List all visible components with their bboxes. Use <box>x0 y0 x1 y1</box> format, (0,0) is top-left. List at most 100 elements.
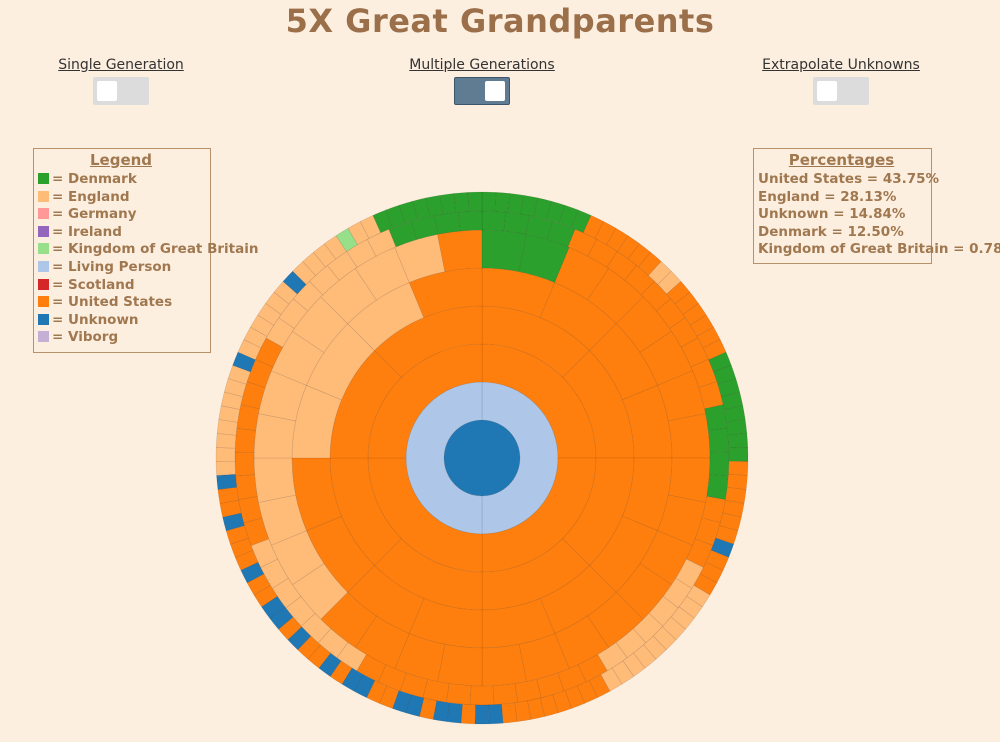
sunburst-segment-england[interactable] <box>675 558 704 589</box>
sunburst-segment-england[interactable] <box>260 558 289 589</box>
sunburst-segment-england[interactable] <box>227 364 251 385</box>
sunburst-segment-denmark[interactable] <box>727 433 749 449</box>
sunburst-segment-united-states[interactable] <box>589 323 658 401</box>
sunburst-segment-denmark[interactable] <box>507 193 525 215</box>
sunburst-segment-united-states[interactable] <box>246 358 274 388</box>
sunburst-segment-england[interactable] <box>237 339 262 361</box>
sunburst-segment-denmark[interactable] <box>372 209 394 234</box>
sunburst-segment-united-states[interactable] <box>234 427 256 453</box>
sunburst-segment-denmark[interactable] <box>720 391 744 410</box>
sunburst-segment-england[interactable] <box>300 612 332 644</box>
sunburst-segment-denmark[interactable] <box>388 220 418 248</box>
sunburst-segment-united-states[interactable] <box>690 358 718 388</box>
sunburst-segment-united-states[interactable] <box>481 643 527 687</box>
sunburst-segment-united-states[interactable] <box>667 457 711 503</box>
sunburst-segment-united-states[interactable] <box>693 573 718 596</box>
sunburst-segment-denmark[interactable] <box>481 210 507 232</box>
sunburst-segment-united-states[interactable] <box>639 330 694 386</box>
sunburst-segment-denmark[interactable] <box>533 197 552 220</box>
sunburst-segment-england[interactable] <box>320 268 377 325</box>
sunburst-segment-england[interactable] <box>366 228 397 257</box>
sunburst-segment-england[interactable] <box>215 447 236 462</box>
sunburst-segment-denmark[interactable] <box>481 229 527 273</box>
sunburst-segment-england[interactable] <box>647 261 672 285</box>
sunburst-segment-united-states[interactable] <box>374 305 483 378</box>
sunburst-segment-unknown[interactable] <box>216 473 238 490</box>
sunburst-segment-unknown[interactable] <box>269 606 294 630</box>
sunburst-segment-england[interactable] <box>223 378 247 398</box>
sunburst-segment-denmark[interactable] <box>706 474 729 500</box>
sunburst-segment-united-states[interactable] <box>554 615 610 670</box>
single-generation-toggle[interactable] <box>93 77 149 105</box>
sunburst-segment-england[interactable] <box>394 234 446 283</box>
sunburst-segment-united-states[interactable] <box>624 264 655 296</box>
sunburst-segment-england[interactable] <box>292 261 317 285</box>
sunburst-segment-england[interactable] <box>652 626 677 651</box>
sunburst-segment-england[interactable] <box>611 660 635 685</box>
sunburst-segment-united-states[interactable] <box>657 370 706 422</box>
sunburst-segment-united-states[interactable] <box>514 679 542 703</box>
sunburst-segment-united-states[interactable] <box>255 337 284 368</box>
sunburst-segment-united-states[interactable] <box>518 633 570 682</box>
sunburst-segment-england[interactable] <box>317 628 349 659</box>
sunburst-segment-united-states[interactable] <box>527 697 545 720</box>
sunburst-segment-england[interactable] <box>253 413 297 459</box>
single-generation-label[interactable]: Single Generation <box>58 57 184 73</box>
sunburst-segment-united-states[interactable] <box>437 643 483 687</box>
sunburst-segment-united-states[interactable] <box>501 702 518 724</box>
sunburst-segment-united-states[interactable] <box>667 413 711 459</box>
sunburst-segment-united-states[interactable] <box>725 486 747 504</box>
sunburst-segment-united-states[interactable] <box>701 496 726 524</box>
sunburst-segment-denmark[interactable] <box>439 193 457 215</box>
sunburst-segment-denmark[interactable] <box>481 191 497 212</box>
sunburst-segment-united-states[interactable] <box>408 267 483 318</box>
sunburst-segment-denmark[interactable] <box>457 210 483 232</box>
sunburst-segment-england[interactable] <box>622 652 646 677</box>
sunburst-segment-england[interactable] <box>347 282 425 351</box>
sunburst-segment-england[interactable] <box>633 644 657 669</box>
sunburst-segment-united-states[interactable] <box>422 679 450 703</box>
sunburst-segment-united-states[interactable] <box>728 460 749 476</box>
sunburst-segment-united-states[interactable] <box>219 499 242 518</box>
sunburst-segment-united-states[interactable] <box>536 672 565 699</box>
sunburst-segment-united-states[interactable] <box>726 473 748 490</box>
sunburst-segment-england[interactable] <box>292 296 349 353</box>
sunburst-segment-denmark[interactable] <box>410 215 439 240</box>
sunburst-segment-united-states[interactable] <box>419 697 437 720</box>
extrapolate-unknowns-label[interactable]: Extrapolate Unknowns <box>762 57 920 73</box>
sunburst-segment-unknown[interactable] <box>261 595 286 619</box>
sunburst-segment-england[interactable] <box>600 667 623 692</box>
sunburst-segment-united-states[interactable] <box>639 530 694 586</box>
sunburst-segment-united-states[interactable] <box>307 644 331 669</box>
sunburst-segment-united-states[interactable] <box>379 685 400 709</box>
sunburst-segment-united-states[interactable] <box>225 525 249 545</box>
sunburst-segment-unknown[interactable] <box>287 626 312 651</box>
sunburst-segment-denmark[interactable] <box>717 378 741 398</box>
sunburst-segment-england[interactable] <box>354 246 410 301</box>
sunburst-segment-unknown[interactable] <box>474 704 490 725</box>
sunburst-segment-england[interactable] <box>326 250 358 281</box>
sunburst-segment-england[interactable] <box>258 494 307 546</box>
sunburst-segment-united-states[interactable] <box>514 700 532 723</box>
sunburst-segment-denmark[interactable] <box>726 419 748 436</box>
sunburst-segment-denmark[interactable] <box>453 192 470 213</box>
sunburst-segment-england[interactable] <box>250 314 275 337</box>
sunburst-segment-united-states[interactable] <box>576 680 598 704</box>
sunburst-segment-england[interactable] <box>270 530 325 586</box>
sunburst-segment-england[interactable] <box>215 433 237 449</box>
sunburst-segment-united-states[interactable] <box>564 685 585 709</box>
sunburst-segment-unknown[interactable] <box>232 351 256 373</box>
sunburst-segment-denmark[interactable] <box>494 192 511 213</box>
sunburst-segment-denmark[interactable] <box>708 427 730 453</box>
sunburst-segment-england[interactable] <box>216 419 238 436</box>
sunburst-segment-denmark[interactable] <box>708 351 732 373</box>
sunburst-segment-living-person[interactable] <box>405 381 483 535</box>
sunburst-segment-united-states[interactable] <box>481 305 590 378</box>
sunburst-segment-united-states[interactable] <box>582 214 605 239</box>
sunburst-segment-england[interactable] <box>278 298 309 329</box>
sunburst-segment-united-states[interactable] <box>492 683 519 706</box>
sunburst-segment-england[interactable] <box>215 460 236 476</box>
sunburst-segment-denmark[interactable] <box>503 211 530 235</box>
sunburst-segment-united-states[interactable] <box>320 591 377 648</box>
sunburst-segment-england[interactable] <box>253 457 297 503</box>
